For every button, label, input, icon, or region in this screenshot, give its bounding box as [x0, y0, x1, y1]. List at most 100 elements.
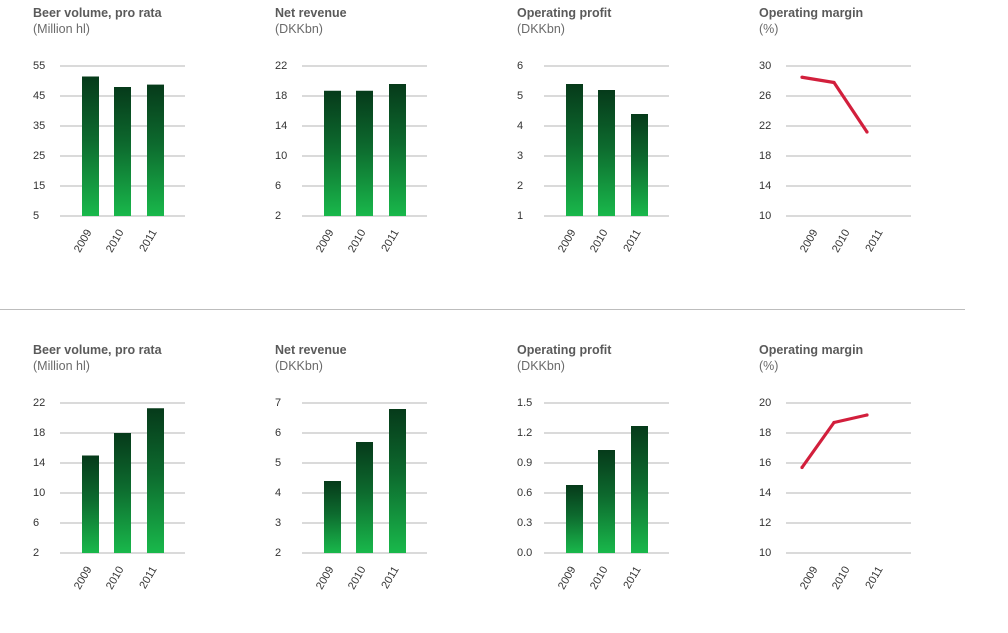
chart-subtitle: (%) [759, 22, 778, 36]
bar [114, 433, 131, 553]
bar [631, 426, 648, 553]
bar [566, 84, 583, 216]
y-tick-label: 22 [759, 120, 771, 132]
chart-title: Operating profit [517, 6, 612, 20]
chart-subtitle: (DKKbn) [517, 22, 565, 36]
line-series [801, 75, 869, 133]
chart-title: Operating margin [759, 343, 863, 357]
chart-title: Operating margin [759, 6, 863, 20]
x-tick-label: 2011 [379, 565, 401, 591]
y-tick-label: 18 [759, 150, 771, 162]
y-tick-label: 18 [759, 427, 771, 439]
y-tick-label: 25 [33, 150, 45, 162]
chart-title: Operating profit [517, 343, 612, 357]
chart-subtitle: (DKKbn) [275, 359, 323, 373]
bar [356, 442, 373, 553]
bar [82, 76, 99, 216]
bar [114, 87, 131, 216]
y-tick-label: 4 [517, 120, 523, 132]
chart-title: Beer volume, pro rata [33, 343, 163, 357]
y-tick-label: 3 [275, 517, 281, 529]
y-tick-label: 22 [33, 397, 45, 409]
y-tick-label: 15 [33, 180, 45, 192]
y-tick-label: 4 [275, 487, 281, 499]
y-tick-label: 5 [517, 90, 523, 102]
y-tick-label: 6 [275, 180, 281, 192]
x-tick-label: 2010 [346, 228, 369, 255]
x-tick-label: 2009 [314, 565, 337, 592]
y-tick-label: 20 [759, 397, 771, 409]
y-tick-label: 18 [33, 427, 45, 439]
line-point [800, 75, 804, 79]
chart-subtitle: (Million hl) [33, 359, 90, 373]
y-tick-label: 6 [33, 517, 39, 529]
y-tick-label: 14 [759, 180, 771, 192]
x-tick-label: 2009 [72, 228, 95, 255]
chart-title: Net revenue [275, 343, 347, 357]
x-tick-label: 2010 [104, 565, 127, 592]
bar [598, 450, 615, 553]
x-tick-label: 2011 [137, 565, 159, 591]
y-tick-label: 0.6 [517, 487, 532, 499]
chart-top-3: Operating profit (DKKbn) 1 2 3 4 5 6 2009 2010 201… [517, 6, 669, 255]
line-point [865, 130, 869, 134]
y-tick-label: 0.0 [517, 547, 532, 559]
y-tick-label: 0.3 [517, 517, 532, 529]
chart-subtitle: (Million hl) [33, 22, 90, 36]
y-tick-label: 1 [517, 210, 523, 222]
y-tick-label: 55 [33, 60, 45, 72]
x-tick-label: 2010 [588, 228, 611, 255]
y-tick-label: 12 [759, 517, 771, 529]
line-point [832, 420, 836, 425]
bar [147, 84, 164, 216]
x-tick-label: 2009 [798, 565, 821, 592]
line-point [800, 465, 804, 470]
chart-subtitle: (DKKbn) [275, 22, 323, 36]
chart-bottom-4: Operating margin (%) 10 12 14 16 18 20 2009 2010 2… [759, 343, 911, 592]
y-tick-label: 10 [275, 150, 287, 162]
y-tick-label: 16 [759, 457, 771, 469]
y-tick-label: 30 [759, 60, 771, 72]
y-tick-label: 14 [759, 487, 771, 499]
bar [389, 84, 406, 216]
y-tick-label: 26 [759, 90, 771, 102]
y-tick-label: 3 [517, 150, 523, 162]
x-tick-label: 2010 [104, 228, 127, 255]
row-divider [0, 309, 965, 310]
chart-top-1: Beer volume, pro rata (Million hl) 5 15 25 35… [33, 6, 185, 255]
y-tick-label: 1.2 [517, 427, 532, 439]
x-tick-label: 2011 [621, 228, 643, 254]
line-point [865, 413, 869, 417]
x-tick-label: 2009 [556, 228, 579, 255]
y-tick-label: 6 [517, 60, 523, 72]
y-tick-label: 0.9 [517, 457, 532, 469]
x-tick-label: 2011 [621, 565, 643, 591]
y-tick-label: 10 [759, 547, 771, 559]
chart-top-2: Net revenue (DKKbn) 2 6 10 14 18 22 2009 2010 2011 [275, 6, 427, 255]
chart-subtitle: (%) [759, 359, 778, 373]
y-tick-label: 1.5 [517, 397, 532, 409]
bar [566, 485, 583, 553]
y-tick-label: 6 [275, 427, 281, 439]
y-tick-label: 35 [33, 120, 45, 132]
x-tick-label: 2009 [314, 228, 337, 255]
x-tick-label: 2010 [346, 565, 369, 592]
line-point [832, 80, 836, 85]
bar [324, 90, 341, 216]
y-tick-label: 5 [33, 210, 39, 222]
y-tick-label: 14 [33, 457, 45, 469]
x-tick-label: 2011 [137, 228, 159, 254]
x-tick-label: 2010 [830, 565, 853, 592]
y-tick-label: 22 [275, 60, 287, 72]
x-tick-label: 2009 [72, 565, 95, 592]
bar [598, 90, 615, 216]
chart-bottom-2: Net revenue (DKKbn) 2 3 4 5 6 7 2009 2010 2011 [275, 343, 427, 592]
y-tick-label: 5 [275, 457, 281, 469]
x-tick-label: 2010 [830, 228, 853, 255]
y-tick-label: 2 [275, 210, 281, 222]
y-tick-label: 7 [275, 397, 281, 409]
bar [82, 455, 99, 553]
x-tick-label: 2011 [863, 565, 885, 591]
chart-bottom-3: Operating profit (DKKbn) 0.0 0.3 0.6 0.9 1.2 1.… [517, 343, 669, 592]
